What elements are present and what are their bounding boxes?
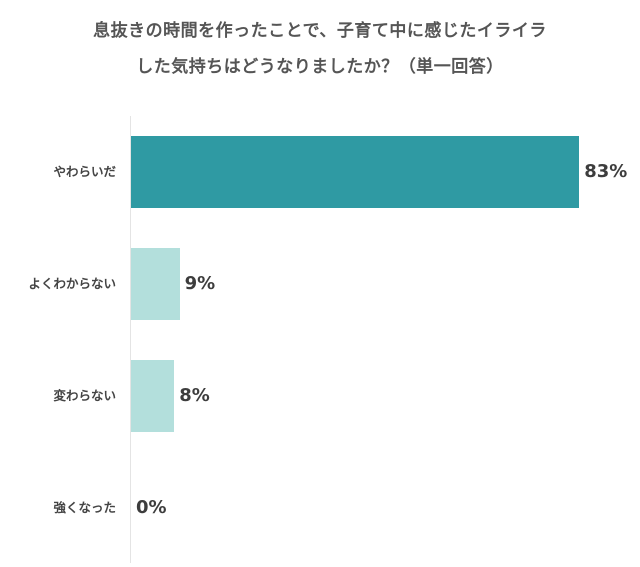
bar-row: やわらいだ 83% (0, 136, 640, 208)
category-label: 変わらない (53, 388, 116, 403)
bar (131, 360, 175, 432)
value-label: 8% (179, 385, 210, 406)
bar-row: 変わらない 8% (0, 360, 640, 432)
value-label: 9% (184, 273, 216, 294)
bar-row: よくわからない 9% (0, 248, 640, 320)
bar (131, 136, 580, 208)
bar (131, 248, 180, 320)
chart-title-line-1: 息抜きの時間を作ったことで、子育て中に感じたイライラ (93, 21, 547, 41)
value-label: 83% (584, 161, 628, 182)
chart-title-line-2: した気持ちはどうなりましたか？（単一回答） (136, 57, 504, 77)
bar-row: 強くなった 0% (0, 472, 640, 544)
y-axis-line (130, 116, 131, 563)
category-label: よくわからない (28, 276, 116, 291)
category-label: やわらいだ (53, 164, 116, 179)
value-label: 0% (136, 497, 167, 518)
category-label: 強くなった (53, 500, 116, 515)
